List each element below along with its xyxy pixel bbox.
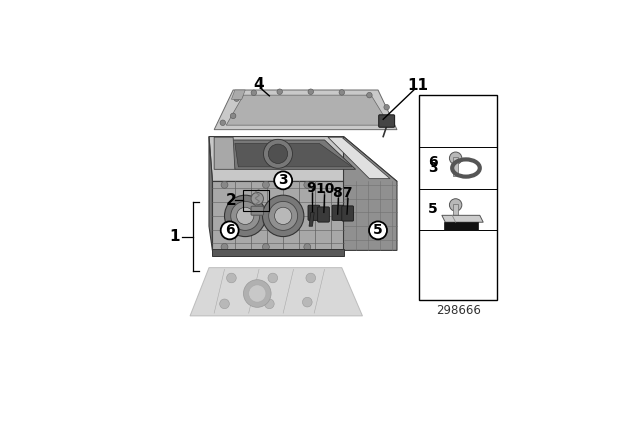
Circle shape	[251, 90, 257, 95]
Text: 9: 9	[306, 181, 316, 194]
Circle shape	[221, 221, 239, 239]
Polygon shape	[235, 143, 352, 167]
Circle shape	[221, 181, 228, 188]
Circle shape	[274, 172, 292, 190]
Text: 4: 4	[253, 78, 264, 92]
Polygon shape	[209, 137, 397, 181]
Circle shape	[262, 181, 269, 188]
Polygon shape	[232, 140, 356, 169]
Text: 11: 11	[407, 78, 428, 93]
Polygon shape	[232, 90, 245, 99]
Circle shape	[234, 96, 239, 101]
FancyBboxPatch shape	[379, 115, 395, 127]
Circle shape	[251, 193, 264, 205]
Circle shape	[262, 195, 304, 237]
Circle shape	[303, 297, 312, 307]
Circle shape	[306, 273, 316, 283]
Polygon shape	[444, 222, 478, 230]
Polygon shape	[190, 267, 362, 316]
FancyBboxPatch shape	[308, 205, 320, 220]
Text: 5: 5	[428, 202, 437, 216]
Text: 6: 6	[428, 155, 437, 169]
Circle shape	[268, 144, 287, 164]
Circle shape	[304, 243, 311, 250]
Text: 1: 1	[169, 229, 180, 244]
Text: 7: 7	[342, 186, 352, 200]
Circle shape	[264, 299, 274, 309]
Bar	[453, 157, 458, 176]
Text: 10: 10	[316, 182, 335, 196]
Bar	[243, 190, 269, 211]
Circle shape	[269, 202, 298, 230]
Polygon shape	[212, 181, 344, 250]
Bar	[453, 204, 458, 223]
Circle shape	[308, 89, 314, 95]
Text: 2: 2	[225, 193, 236, 208]
Circle shape	[275, 207, 292, 224]
Circle shape	[231, 202, 260, 230]
Polygon shape	[442, 215, 483, 222]
Bar	[419, 95, 497, 301]
Circle shape	[449, 199, 462, 211]
Polygon shape	[212, 249, 344, 255]
Circle shape	[249, 285, 266, 302]
Circle shape	[367, 92, 372, 98]
Circle shape	[277, 89, 282, 95]
Polygon shape	[309, 212, 314, 226]
FancyBboxPatch shape	[332, 205, 344, 220]
Circle shape	[220, 299, 229, 309]
Circle shape	[380, 118, 386, 124]
Circle shape	[262, 243, 269, 250]
Circle shape	[221, 243, 228, 250]
Circle shape	[264, 139, 292, 168]
FancyBboxPatch shape	[342, 206, 353, 221]
Circle shape	[225, 195, 266, 237]
Text: 3: 3	[278, 173, 288, 187]
Circle shape	[268, 273, 278, 283]
Text: 298666: 298666	[436, 304, 481, 317]
Circle shape	[339, 90, 344, 95]
Circle shape	[384, 104, 389, 110]
Circle shape	[220, 120, 225, 125]
Text: 3: 3	[428, 161, 437, 175]
Polygon shape	[214, 137, 235, 169]
Text: 5: 5	[373, 224, 383, 237]
Circle shape	[237, 207, 254, 224]
Circle shape	[304, 181, 311, 188]
Polygon shape	[209, 137, 212, 250]
Circle shape	[227, 273, 236, 283]
FancyBboxPatch shape	[317, 207, 330, 222]
Circle shape	[243, 280, 271, 307]
Circle shape	[449, 152, 462, 164]
Polygon shape	[344, 137, 397, 250]
Polygon shape	[328, 137, 390, 179]
Polygon shape	[214, 90, 397, 129]
Circle shape	[230, 113, 236, 119]
Circle shape	[369, 221, 387, 239]
Text: 8: 8	[332, 186, 342, 200]
Polygon shape	[226, 95, 389, 125]
Text: 6: 6	[225, 224, 234, 237]
FancyBboxPatch shape	[251, 206, 264, 215]
